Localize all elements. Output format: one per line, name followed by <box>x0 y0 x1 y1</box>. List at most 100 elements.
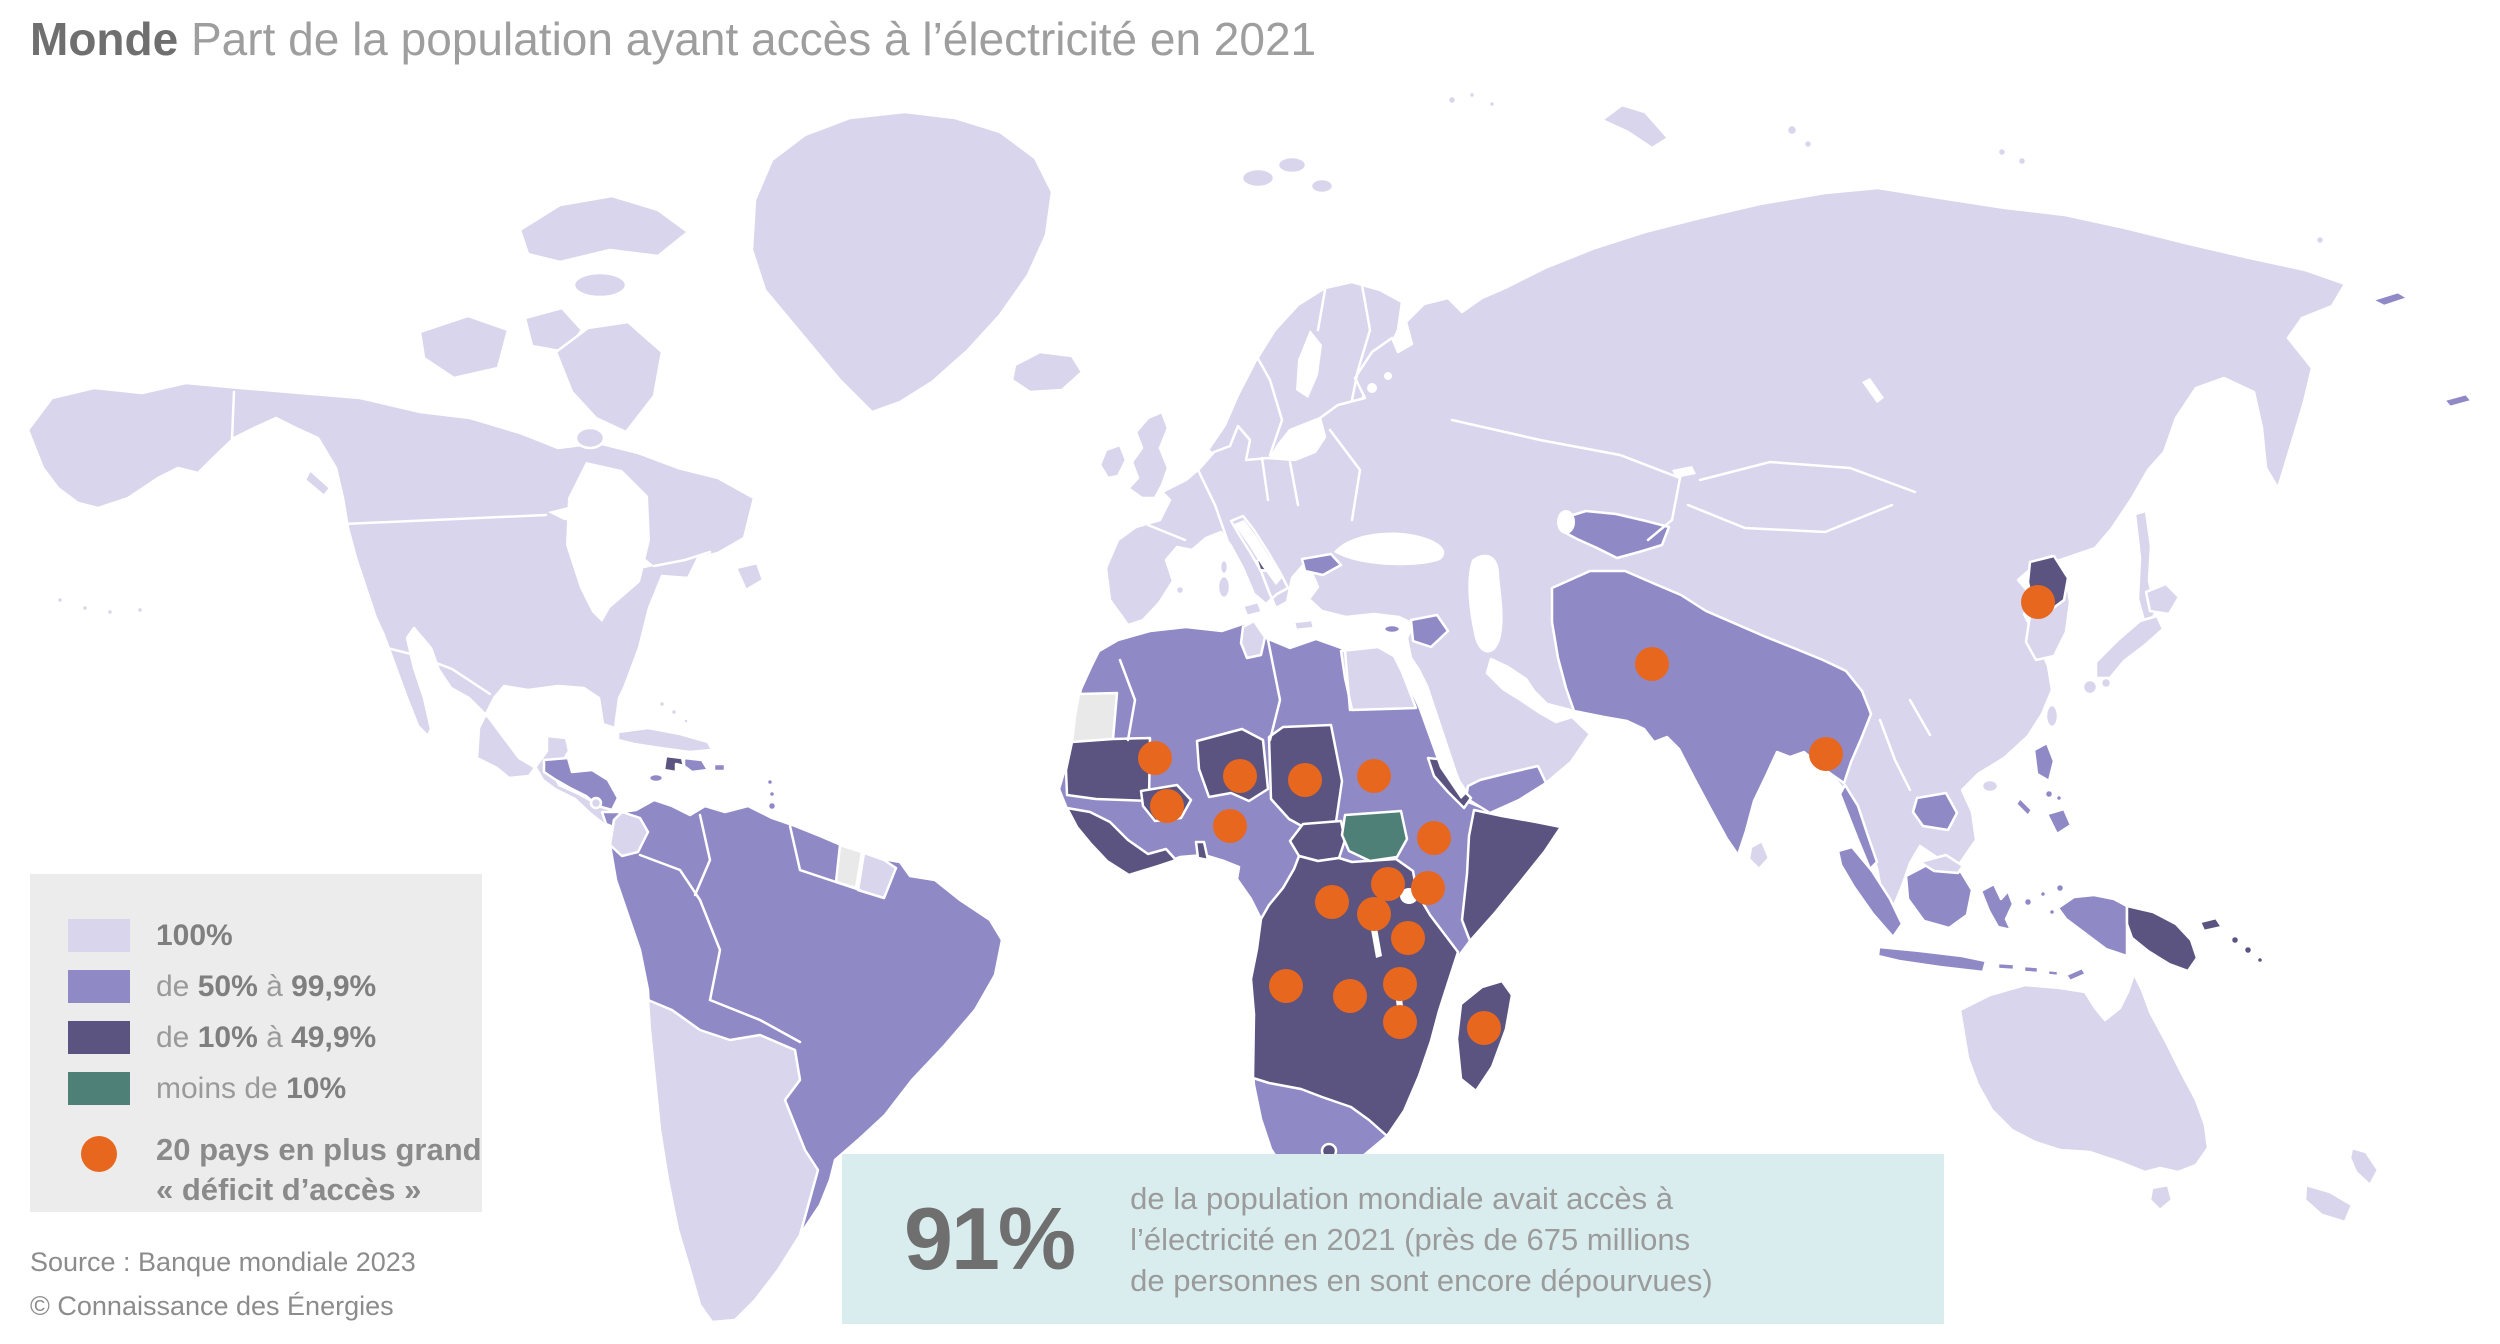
island-luzon <box>2032 741 2056 783</box>
region-western-sahara <box>1070 691 1119 744</box>
swatch-10-49pct <box>68 1021 130 1054</box>
island-jamaica <box>647 772 665 784</box>
water-lake-balkhash <box>1672 466 1696 478</box>
legend-item-50-99: de 50% à 99,9% <box>68 961 482 1012</box>
country-borders <box>229 283 1932 1292</box>
water-lake-baikal <box>1862 378 1884 403</box>
water-adriatic <box>1234 520 1282 585</box>
deficit-dot-coree-du-nord <box>2021 585 2055 619</box>
region-cambodia <box>1911 791 1959 832</box>
deficit-dots <box>1138 585 2055 1045</box>
stat-value: 91% <box>904 1189 1076 1288</box>
deficit-dot-ethiopie <box>1417 821 1451 855</box>
water-lake-superior <box>548 506 592 522</box>
landmass-below-10pct <box>1340 809 1409 863</box>
copyright-line: © Connaissance des Énergies <box>30 1291 394 1321</box>
water-lake-huron <box>602 532 626 552</box>
map-legend: 100% de 50% à 99,9% de 10% à 49,9% moins… <box>30 874 482 1212</box>
source-line: Source : Banque mondiale 2023 <box>30 1247 416 1277</box>
deficit-label-line2: « déficit d’accès » <box>156 1172 422 1207</box>
island-java <box>1876 945 1988 974</box>
region-syria <box>1409 613 1450 649</box>
island-baffin <box>554 320 664 434</box>
region-suriname <box>834 843 864 890</box>
island-bering-1 <box>2370 290 2410 308</box>
deficit-dot-nigeria <box>1213 809 1247 843</box>
water-lake-erie <box>622 556 654 570</box>
region-yemen <box>1464 764 1548 815</box>
island-dominican-republic <box>682 756 710 774</box>
island-svalbard <box>1240 167 1276 189</box>
title-subject: Part de la population ayant accès à l’él… <box>190 13 1317 65</box>
island-sardinia <box>1216 574 1232 600</box>
island-solomon <box>2229 934 2241 946</box>
island-timor <box>2064 966 2088 983</box>
water-caspian-sea <box>1468 554 1503 653</box>
island-novaya-zemlya <box>1600 103 1670 150</box>
island-nz-south <box>2303 1183 2354 1224</box>
island-taiwan <box>2044 703 2060 729</box>
region-togo <box>1194 840 1210 862</box>
island-ellesmere <box>518 194 690 264</box>
island-borneo <box>1904 862 1974 930</box>
deficit-dot-ouganda <box>1371 867 1405 901</box>
swatch-50-99pct <box>68 970 130 1003</box>
region-bulgaria <box>1300 552 1343 577</box>
deficit-dot-mali <box>1138 741 1172 775</box>
island-great-britain <box>1123 410 1170 500</box>
deficit-dot-burkina-faso <box>1150 789 1184 823</box>
island-sicily <box>1241 600 1264 618</box>
island-sumatra <box>1836 845 1904 939</box>
island-vancouver <box>303 468 332 498</box>
landmass-greenland <box>750 110 1054 414</box>
island-cuba <box>616 726 714 754</box>
island-sri-lanka <box>1747 839 1771 871</box>
water-red-sea <box>1408 664 1468 799</box>
island-palawan <box>2014 796 2034 818</box>
island-nz-north <box>2348 1146 2380 1187</box>
island-sulawesi <box>1979 882 2015 932</box>
island-puerto-rico <box>712 762 727 773</box>
island-bering-2 <box>2442 392 2474 409</box>
region-guyane-francaise <box>856 851 898 900</box>
island-mindanao <box>2045 807 2073 836</box>
region-egypt <box>1339 645 1418 712</box>
island-balearic <box>1174 584 1186 596</box>
deficit-dot-soudan <box>1357 759 1391 793</box>
island-bahamas <box>657 699 667 709</box>
island-new-britain <box>2198 916 2224 933</box>
island-shikoku <box>2099 676 2113 690</box>
deficit-dot-angola <box>1269 969 1303 1003</box>
water-lake-ladoga <box>1367 383 1377 393</box>
deficit-dot-swatch <box>81 1136 117 1172</box>
deficit-dot-mozambique <box>1383 1005 1417 1039</box>
island-honshu <box>2094 614 2165 680</box>
swatch-below-10pct <box>68 1072 130 1105</box>
legend-item-deficit: 20 pays en plus grand « déficit d’accès … <box>68 1130 482 1210</box>
deficit-dot-malawi <box>1383 967 1417 1001</box>
region-guinea-coast <box>1065 806 1178 877</box>
title-region: Monde <box>30 13 179 65</box>
region-ecuador <box>608 810 650 858</box>
region-tunisia <box>1239 619 1267 660</box>
island-ireland <box>1098 443 1128 480</box>
inland-water <box>548 330 1884 1008</box>
region-haiti <box>662 754 686 774</box>
island-trinidad <box>766 800 778 812</box>
landmass-australia <box>1958 972 2210 1174</box>
legend-item-100: 100% <box>68 910 482 961</box>
water-aral-sea <box>1557 510 1575 534</box>
island-devon <box>572 271 628 299</box>
island-banks-victoria <box>418 314 510 380</box>
deficit-dot-madagascar <box>1467 1011 1501 1045</box>
region-central-asia <box>1558 509 1671 560</box>
overlays-100pct <box>589 619 1965 1324</box>
deficit-dot-kenya <box>1411 871 1445 905</box>
island-southampton <box>574 426 606 450</box>
island-corsica <box>1218 558 1230 576</box>
water-black-sea <box>1334 532 1445 566</box>
region-costa-rica <box>589 796 603 810</box>
island-hainan <box>1980 778 2000 794</box>
island-halmahera <box>2054 882 2066 894</box>
